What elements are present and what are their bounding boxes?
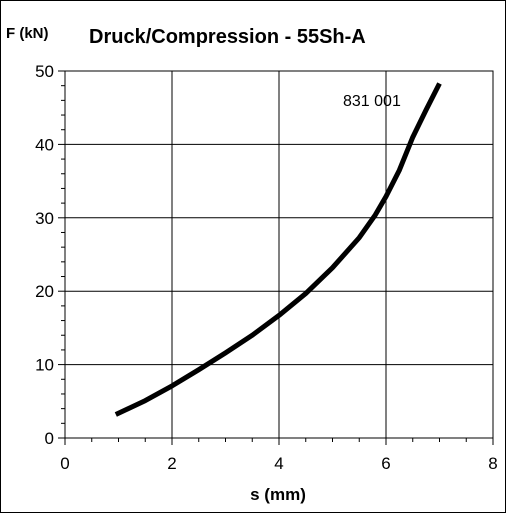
chart-title: Druck/Compression - 55Sh-A	[89, 26, 366, 48]
y-tick-label: 0	[45, 429, 54, 448]
x-axis-label: s (mm)	[250, 485, 306, 504]
x-tick-label: 4	[274, 454, 283, 473]
tick-labels: 0 2 4 6 8 0 10 20 30 40 50	[35, 62, 498, 473]
series-line	[114, 82, 442, 417]
y-tick-label: 50	[35, 62, 54, 81]
series-layer	[114, 82, 442, 417]
axes	[58, 70, 494, 445]
curve-annotation: 831 001	[343, 93, 401, 110]
x-tick-label: 8	[488, 454, 497, 473]
y-tick-label: 40	[35, 135, 54, 154]
x-tick-label: 0	[60, 454, 69, 473]
x-tick-label: 2	[167, 454, 176, 473]
y-axis-label: F (kN)	[6, 25, 49, 42]
y-tick-label: 20	[35, 282, 54, 301]
y-tick-label: 10	[35, 356, 54, 375]
x-tick-label: 6	[381, 454, 390, 473]
y-tick-label: 30	[35, 209, 54, 228]
